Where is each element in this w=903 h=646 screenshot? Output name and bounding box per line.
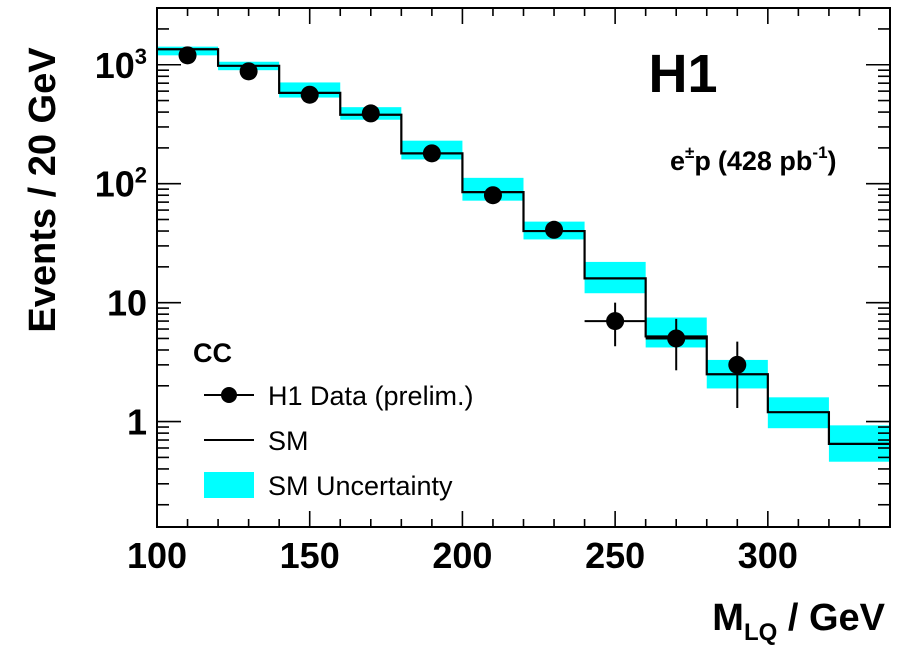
sm-histogram: [157, 48, 890, 445]
experiment-label: H1: [648, 44, 717, 104]
x-axis-ticks: 100 150 200 250 300: [127, 8, 891, 576]
data-point: [728, 355, 747, 374]
x-tick-label: 100: [127, 535, 187, 576]
y-tick-label: 1: [127, 402, 147, 443]
data-point: [300, 85, 319, 104]
legend-data-marker: [221, 387, 237, 403]
legend-band-swatch: [204, 472, 254, 498]
x-tick-label: 150: [280, 535, 340, 576]
y-axis-title: Events / 20 GeV: [22, 47, 64, 333]
legend: CC H1 Data (prelim.) SM SM Uncertainty: [193, 338, 474, 501]
data-points: [178, 46, 747, 409]
legend-sm-label: SM: [268, 426, 309, 456]
dataset-label: e±p (428 pb-1): [670, 143, 837, 176]
x-tick-label: 200: [432, 535, 492, 576]
legend-entry-uncertainty: SM Uncertainty: [204, 471, 453, 501]
sm-histogram-line: [157, 48, 890, 445]
legend-uncertainty-label: SM Uncertainty: [268, 471, 453, 501]
data-point: [545, 220, 564, 239]
legend-data-label: H1 Data (prelim.): [268, 381, 474, 411]
x-axis-title: MLQ / GeV: [712, 597, 885, 646]
legend-entry-sm: SM: [204, 426, 309, 456]
data-point: [422, 144, 441, 163]
x-tick-label: 300: [738, 535, 798, 576]
legend-header: CC: [193, 338, 232, 368]
data-point: [667, 329, 686, 348]
data-point: [178, 46, 197, 65]
data-point: [606, 312, 625, 331]
legend-entry-data: H1 Data (prelim.): [204, 381, 474, 411]
y-tick-label: 103: [95, 44, 147, 86]
y-tick-label: 102: [95, 163, 147, 205]
data-point: [361, 104, 380, 123]
x-tick-label: 250: [585, 535, 645, 576]
data-point: [483, 186, 502, 205]
y-tick-label: 10: [107, 283, 147, 324]
data-point: [239, 62, 258, 81]
